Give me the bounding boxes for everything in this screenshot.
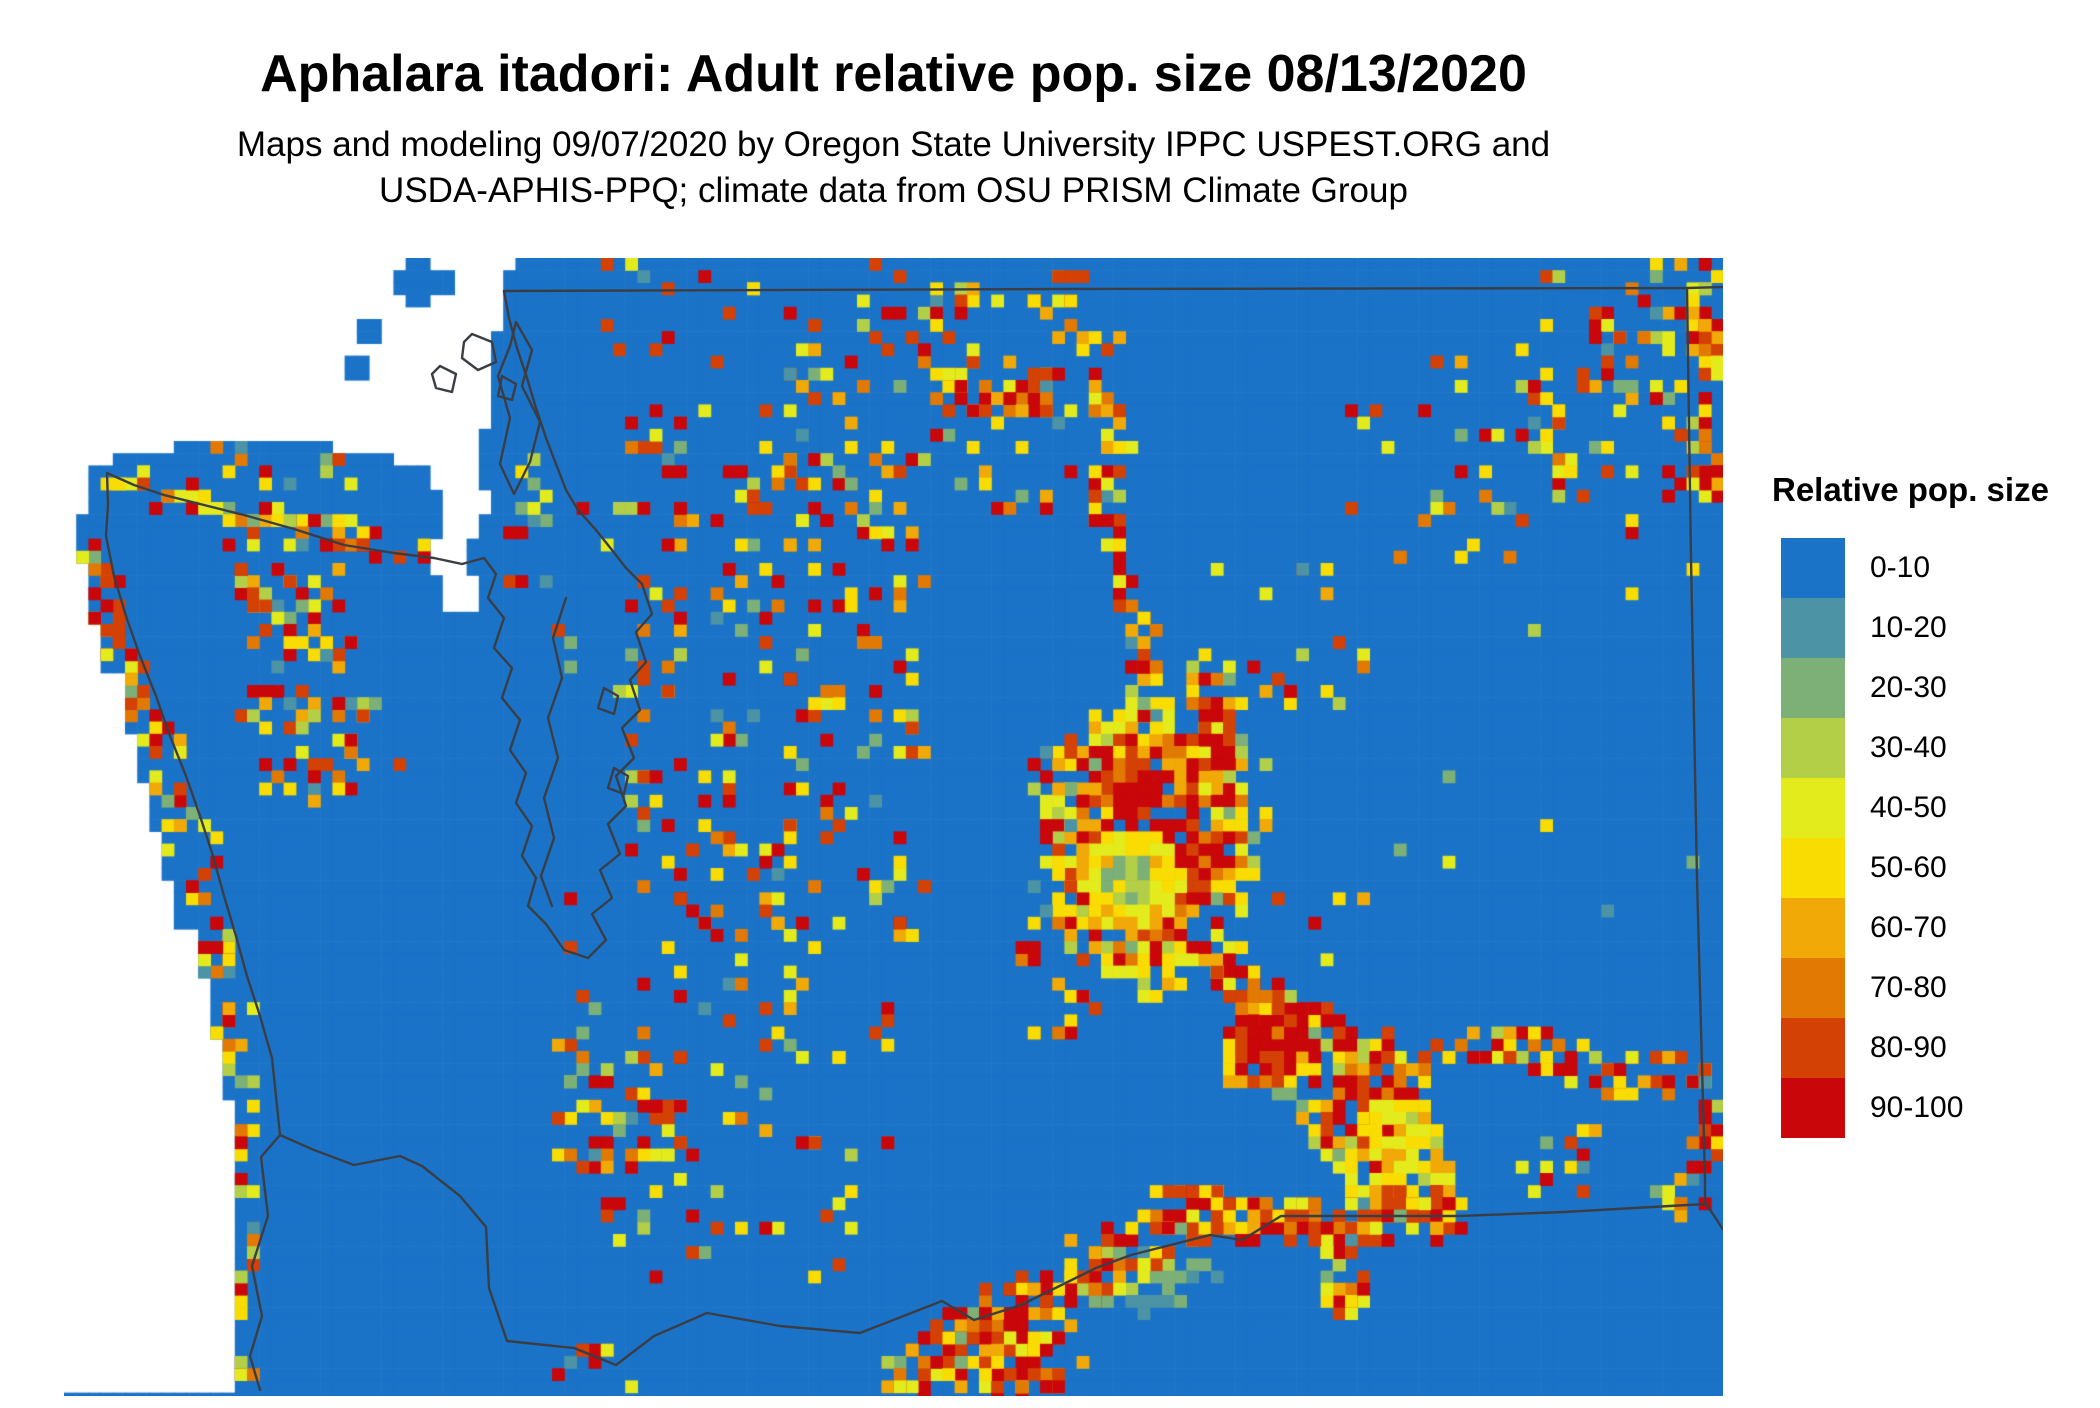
legend-swatch: [1781, 958, 1845, 1018]
san-juan-islands-outline: [430, 332, 518, 402]
legend-swatch: [1781, 658, 1845, 718]
state-border-north-east: [502, 285, 1723, 1232]
legend-swatch: [1781, 538, 1845, 598]
figure-subtitle-line1: Maps and modeling 09/07/2020 by Oregon S…: [236, 125, 1551, 164]
legend-label: 90-100: [1870, 1091, 1964, 1124]
figure-title: Aphalara itadori: Adult relative pop. si…: [260, 45, 1527, 103]
figure-header: Aphalara itadori: Adult relative pop. si…: [64, 46, 1723, 214]
legend-row: 10-20: [1781, 598, 2049, 658]
legend-label: 10-20: [1870, 611, 1947, 644]
figure-subtitle-line2: USDA-APHIS-PPQ; climate data from OSU PR…: [379, 171, 1408, 210]
legend-row: 50-60: [1781, 838, 2049, 898]
legend-label: 80-90: [1870, 1031, 1947, 1064]
legend-swatch: [1781, 1018, 1845, 1078]
legend-title: Relative pop. size: [1772, 471, 2049, 508]
legend-label: 30-40: [1870, 731, 1947, 764]
legend-label: 70-80: [1870, 971, 1947, 1004]
legend-swatch: [1781, 1078, 1845, 1138]
legend-swatch: [1781, 718, 1845, 778]
puget-islands-outline: [596, 686, 630, 796]
hood-canal-outline: [539, 596, 568, 908]
legend-swatch: [1781, 778, 1845, 838]
map-raster-canvas: [64, 258, 1723, 1396]
legend-swatch: [1781, 898, 1845, 958]
coastline-path: [104, 289, 654, 1137]
legend-row: 30-40: [1781, 718, 2049, 778]
legend-row: 80-90: [1781, 1018, 2049, 1078]
legend-rows: 0-10 10-20 20-30 30-40 40-50 50-60 60-70 70-80 8…: [1781, 538, 2049, 1138]
legend-label: 50-60: [1870, 851, 1947, 884]
legend-swatch: [1781, 838, 1845, 898]
legend-label: 20-30: [1870, 671, 1947, 704]
legend-row: 20-30: [1781, 658, 2049, 718]
legend-label: 40-50: [1870, 791, 1947, 824]
legend-row: 0-10: [1781, 538, 2049, 598]
legend-row: 60-70: [1781, 898, 2049, 958]
figure-subtitle: Maps and modeling 09/07/2020 by Oregon S…: [64, 122, 1723, 214]
map-panel: [64, 258, 1723, 1396]
whidbey-island-outline: [496, 320, 542, 496]
legend-label: 0-10: [1870, 551, 1931, 584]
legend-row: 70-80: [1781, 958, 2049, 1018]
legend-row: 40-50: [1781, 778, 2049, 838]
legend-row: 90-100: [1781, 1078, 2049, 1138]
legend-swatch: [1781, 598, 1845, 658]
state-border-south-river: [248, 1133, 1707, 1392]
legend-label: 60-70: [1870, 911, 1947, 944]
legend: Relative pop. size 0-10 10-20 20-30 30-40 40…: [1772, 470, 2049, 1138]
state-outline: [104, 285, 1723, 1392]
